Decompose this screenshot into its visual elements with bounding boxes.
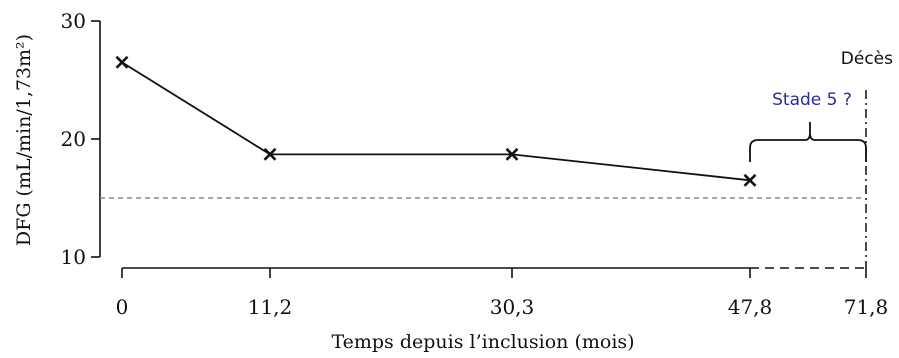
x-axis-title: Temps depuis l’inclusion (mois) <box>331 331 634 353</box>
data-point-mark-b <box>505 147 519 161</box>
data-point-mark-b <box>263 147 277 161</box>
series-group <box>115 55 757 187</box>
annotation-group: Décès Stade 5 ? <box>749 49 893 268</box>
data-point-30,3 <box>505 147 519 161</box>
x-tick-label-0: 0 <box>116 295 129 319</box>
data-point-47,8 <box>743 173 757 187</box>
x-tick-label-30,3: 30,3 <box>490 295 535 319</box>
x-tick-label-71,8: 71,8 <box>844 295 889 319</box>
y-tick-label-20: 20 <box>61 127 86 151</box>
x-tick-label-47,8: 47,8 <box>728 295 773 319</box>
x-axis: 0 11,2 30,3 47,8 71,8 <box>116 267 889 319</box>
data-point-0 <box>115 55 129 69</box>
event-label: Décès <box>841 49 893 69</box>
stage-brace <box>749 122 867 162</box>
y-axis-title: DFG (mL/min/1,73m²) <box>13 34 35 246</box>
x-tick-label-11,2: 11,2 <box>248 295 293 319</box>
y-tick-label-10: 10 <box>61 245 86 269</box>
data-point-mark-b <box>743 173 757 187</box>
data-point-mark-b <box>115 55 129 69</box>
y-axis: 10 20 30 <box>61 9 101 269</box>
series-line-0 <box>121 61 751 182</box>
y-tick-label-30: 30 <box>61 9 86 33</box>
stage-label: Stade 5 ? <box>772 90 852 110</box>
data-point-11,2 <box>263 147 277 161</box>
